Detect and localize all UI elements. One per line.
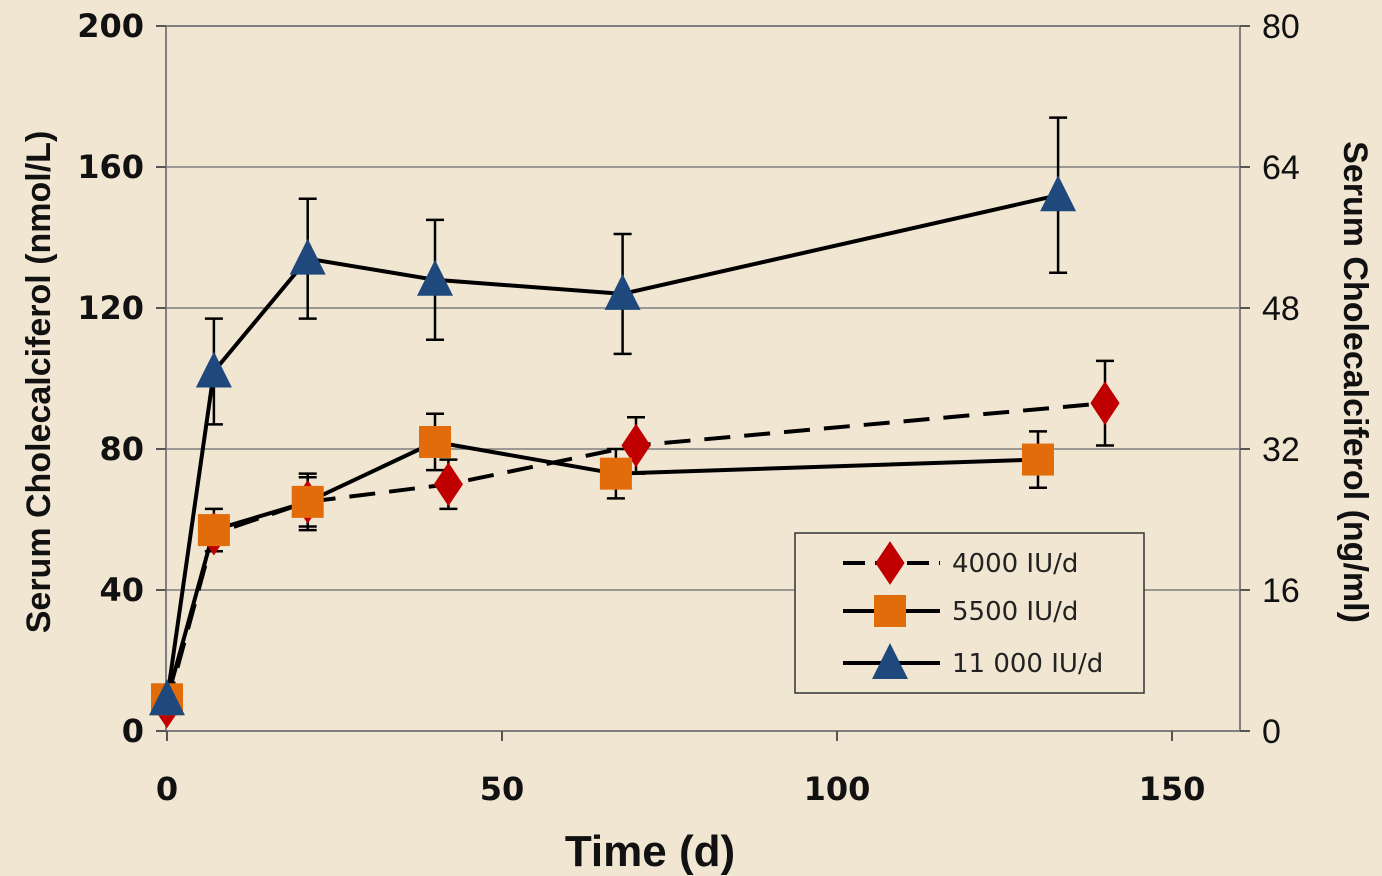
y-tick-label: 120	[77, 289, 144, 327]
y-right-tick-label: 0	[1262, 713, 1281, 751]
data-point-diamond	[1090, 381, 1120, 426]
data-point-square	[419, 425, 451, 458]
y-tick-label: 80	[99, 430, 144, 468]
y-axis-title-left: Serum Cholecalciferol (nmol/L)	[20, 131, 58, 634]
data-point-square	[1022, 443, 1054, 476]
x-tick-label: 50	[480, 770, 525, 808]
y-tick-label: 0	[122, 712, 144, 750]
y-right-tick-label: 64	[1262, 149, 1300, 187]
y-tick-label: 40	[99, 571, 144, 609]
legend-marker-triangle	[872, 643, 908, 679]
legend-label: 5500 IU/d	[952, 597, 1078, 627]
series-lines	[165, 193, 1106, 707]
legend: 4000 IU/d 5500 IU/d 11 000 IU/d	[794, 532, 1145, 694]
x-tick-label: 0	[156, 770, 178, 808]
series-line	[165, 401, 1106, 707]
grid-lines	[166, 166, 1240, 591]
x-tick-label: 100	[804, 770, 871, 808]
data-point-triangle	[289, 238, 326, 275]
x-axis-title: Time (d)	[565, 827, 735, 876]
y-right-tick-label: 48	[1262, 290, 1300, 328]
y-right-tick-label: 80	[1262, 8, 1300, 46]
series-markers	[149, 175, 1120, 729]
data-point-square	[599, 457, 632, 490]
series-line	[165, 193, 1059, 700]
data-point-diamond	[433, 462, 464, 507]
y-tick-label: 200	[77, 7, 144, 45]
legend-marker-diamond	[875, 541, 905, 585]
plot-frame	[165, 25, 1241, 732]
y-axis-title-right: Serum Cholecalciferol (ng/ml)	[1336, 141, 1374, 623]
y-right-tick-label: 32	[1262, 431, 1300, 469]
data-point-square	[291, 485, 324, 518]
y-right-tick-label: 16	[1262, 572, 1300, 610]
data-point-diamond	[621, 423, 651, 468]
axis-ticks: 0 40 80 120 160 200 0 16 32 48 64 80 0 50 100 150	[77, 7, 1300, 808]
x-tick-label: 150	[1139, 770, 1206, 808]
legend-label: 4000 IU/d	[952, 549, 1078, 579]
data-point-triangle	[149, 679, 185, 716]
data-point-triangle	[417, 259, 453, 296]
data-point-triangle	[1040, 175, 1077, 212]
series-line	[165, 439, 1039, 700]
y-tick-label: 160	[77, 148, 144, 186]
legend-label: 11 000 IU/d	[952, 649, 1103, 679]
data-point-square	[197, 514, 230, 547]
data-point-triangle	[195, 351, 232, 388]
data-point-triangle	[604, 273, 641, 310]
legend-marker-square	[874, 595, 906, 627]
